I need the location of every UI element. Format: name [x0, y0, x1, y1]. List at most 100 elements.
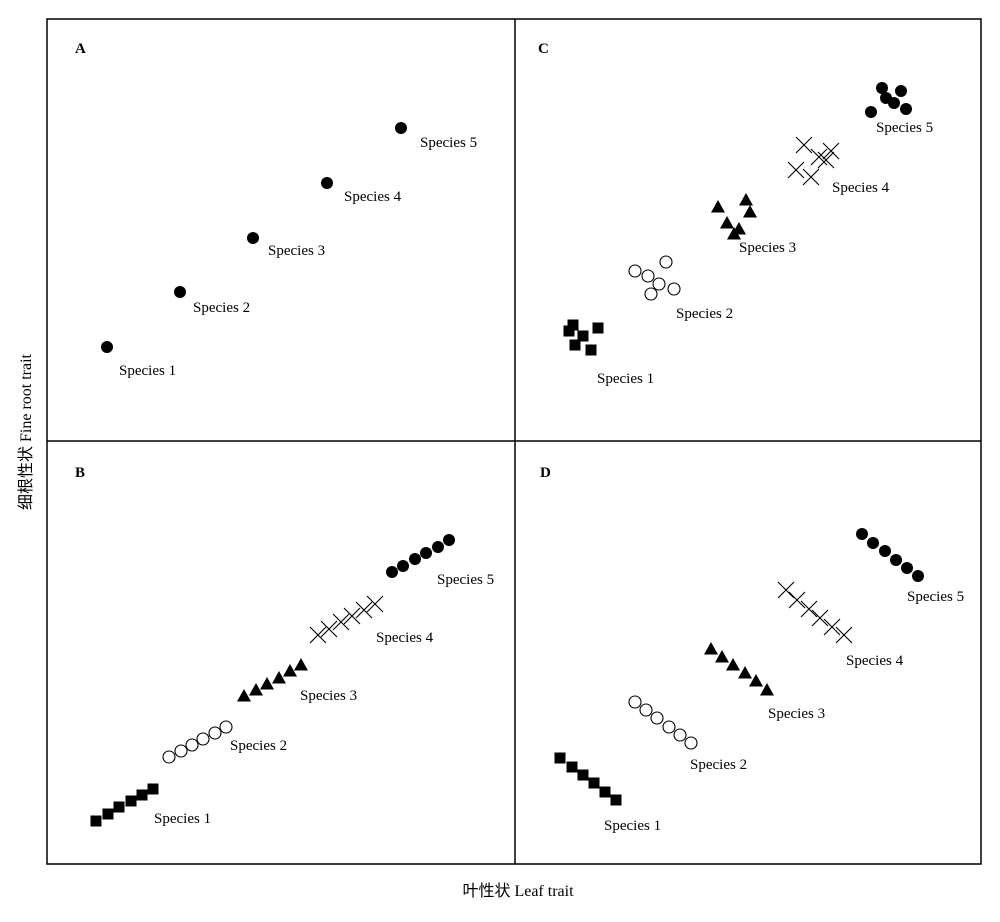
filled-triangle-marker — [749, 674, 763, 687]
filled-circle-marker — [856, 528, 868, 540]
filled-circle-marker — [174, 286, 186, 298]
species-label: Species 1 — [154, 811, 211, 827]
filled-circle-marker — [395, 122, 407, 134]
open-circle-marker — [628, 264, 642, 278]
filled-circle-marker — [888, 97, 900, 109]
open-circle-marker — [662, 720, 676, 734]
species-label: Species 1 — [119, 363, 176, 379]
filled-triangle-marker — [260, 677, 274, 690]
panel-d — [554, 528, 924, 806]
cross-marker — [366, 595, 384, 613]
cross-marker — [309, 626, 327, 644]
filled-triangle-marker — [726, 658, 740, 671]
panel-c — [563, 82, 912, 356]
cross-marker — [343, 607, 361, 625]
species-label: Species 2 — [676, 306, 733, 322]
species-label: Species 2 — [230, 738, 287, 754]
filled-circle-marker — [420, 547, 432, 559]
cross-marker — [823, 618, 841, 636]
open-circle-marker — [162, 750, 176, 764]
open-circle-marker — [208, 726, 222, 740]
species-label: Species 2 — [690, 757, 747, 773]
filled-circle-marker — [101, 341, 113, 353]
filled-circle-marker — [386, 566, 398, 578]
cross-marker — [355, 601, 373, 619]
filled-triangle-marker — [272, 671, 286, 684]
open-circle-marker — [673, 728, 687, 742]
filled-circle-marker — [912, 570, 924, 582]
filled-square-marker — [585, 344, 597, 356]
open-circle-marker — [684, 736, 698, 750]
x-axis-title: 叶性状 Leaf trait — [462, 882, 574, 900]
filled-circle-marker — [879, 545, 891, 557]
filled-circle-marker — [409, 553, 421, 565]
open-circle-marker — [641, 269, 655, 283]
filled-triangle-marker — [237, 689, 251, 702]
filled-triangle-marker — [249, 683, 263, 696]
open-circle-marker — [650, 711, 664, 725]
species-label: Species 5 — [876, 120, 933, 136]
species-label: Species 5 — [907, 589, 964, 605]
filled-circle-marker — [867, 537, 879, 549]
filled-circle-marker — [321, 177, 333, 189]
filled-square-marker — [577, 769, 589, 781]
filled-triangle-marker — [738, 666, 752, 679]
open-circle-marker — [667, 282, 681, 296]
cross-marker — [822, 142, 840, 160]
filled-circle-marker — [397, 560, 409, 572]
open-circle-marker — [219, 720, 233, 734]
cross-marker — [320, 620, 338, 638]
filled-triangle-marker — [727, 227, 741, 240]
open-circle-marker — [652, 277, 666, 291]
filled-square-marker — [588, 777, 600, 789]
filled-circle-marker — [443, 534, 455, 546]
filled-square-marker — [136, 789, 148, 801]
cross-marker — [788, 591, 806, 609]
species-labels: Species 1 Species 2 Species 3 Species 4 Spec… — [119, 120, 964, 834]
filled-square-marker — [569, 339, 581, 351]
filled-square-marker — [147, 783, 159, 795]
open-circle-marker — [659, 255, 673, 269]
cross-marker — [332, 613, 350, 631]
filled-square-marker — [102, 808, 114, 820]
filled-triangle-marker — [760, 683, 774, 696]
filled-circle-marker — [247, 232, 259, 244]
species-label: Species 5 — [420, 135, 477, 151]
filled-square-marker — [577, 330, 589, 342]
species-label: Species 4 — [376, 630, 434, 646]
cross-marker — [811, 609, 829, 627]
filled-circle-marker — [901, 562, 913, 574]
cross-marker — [777, 581, 795, 599]
panel-a — [101, 122, 407, 353]
open-circle-marker — [174, 744, 188, 758]
species-label: Species 3 — [768, 706, 825, 722]
cross-marker — [835, 626, 853, 644]
panel-d-letter: D — [540, 465, 551, 481]
filled-square-marker — [599, 786, 611, 798]
filled-square-marker — [567, 319, 579, 331]
open-circle-marker — [628, 695, 642, 709]
species-label: Species 5 — [437, 572, 494, 588]
filled-circle-marker — [876, 82, 888, 94]
panel-b — [90, 534, 455, 827]
filled-square-marker — [610, 794, 622, 806]
panel-c-letter: C — [538, 41, 549, 57]
panel-a-letter: A — [75, 41, 86, 57]
open-circle-marker — [639, 703, 653, 717]
cross-marker — [802, 168, 820, 186]
filled-circle-marker — [895, 85, 907, 97]
cross-marker — [795, 136, 813, 154]
filled-circle-marker — [890, 554, 902, 566]
species-label: Species 2 — [193, 300, 250, 316]
filled-square-marker — [554, 752, 566, 764]
panel-b-letter: B — [75, 465, 85, 481]
species-label: Species 3 — [268, 243, 325, 259]
species-label: Species 1 — [604, 818, 661, 834]
open-circle-marker — [644, 287, 658, 301]
filled-square-marker — [125, 795, 137, 807]
cross-marker — [817, 151, 835, 169]
filled-triangle-marker — [743, 205, 757, 218]
filled-triangle-marker — [715, 650, 729, 663]
filled-triangle-marker — [720, 216, 734, 229]
